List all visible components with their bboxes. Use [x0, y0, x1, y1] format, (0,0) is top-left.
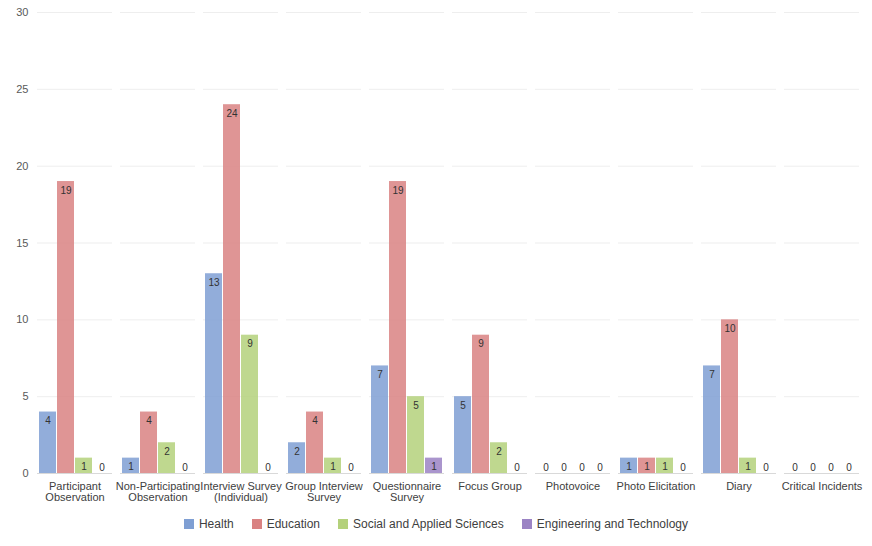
- svg-text:7: 7: [377, 369, 383, 380]
- svg-text:2: 2: [496, 446, 502, 457]
- svg-text:0: 0: [846, 462, 852, 473]
- svg-text:5: 5: [22, 390, 28, 402]
- svg-text:Interview Survey(Individual): Interview Survey(Individual): [200, 480, 282, 503]
- svg-text:5: 5: [413, 400, 419, 411]
- svg-text:Photovoice: Photovoice: [546, 480, 600, 492]
- svg-text:1: 1: [644, 461, 650, 472]
- svg-text:1: 1: [626, 461, 632, 472]
- html-text:Engineering and Technology: Engineering and Technology: [536, 517, 688, 531]
- svg-text:0: 0: [561, 462, 567, 473]
- svg-text:0: 0: [828, 462, 834, 473]
- svg-text:4: 4: [146, 415, 152, 426]
- svg-text:2: 2: [294, 446, 300, 457]
- svg-text:Group InterviewSurvey: Group InterviewSurvey: [285, 480, 363, 503]
- svg-text:1: 1: [330, 461, 336, 472]
- svg-text:Critical Incidents: Critical Incidents: [782, 480, 863, 492]
- html-text:Health: Health: [199, 517, 234, 531]
- svg-text:0: 0: [543, 462, 549, 473]
- svg-text:0: 0: [514, 462, 520, 473]
- svg-text:Focus Group: Focus Group: [458, 480, 522, 492]
- svg-text:9: 9: [478, 338, 484, 349]
- svg-text:19: 19: [392, 185, 404, 196]
- svg-text:0: 0: [348, 462, 354, 473]
- svg-text:15: 15: [16, 237, 28, 249]
- svg-text:30: 30: [16, 6, 28, 18]
- svg-text:Diary: Diary: [726, 480, 752, 492]
- svg-text:0: 0: [182, 462, 188, 473]
- svg-text:0: 0: [680, 462, 686, 473]
- svg-text:1: 1: [745, 461, 751, 472]
- svg-text:13: 13: [208, 277, 220, 288]
- svg-text:0: 0: [763, 462, 769, 473]
- svg-text:0: 0: [22, 467, 28, 479]
- svg-text:7: 7: [709, 369, 715, 380]
- svg-text:24: 24: [226, 108, 238, 119]
- svg-text:1: 1: [662, 461, 668, 472]
- svg-text:Photo Elicitation: Photo Elicitation: [617, 480, 696, 492]
- svg-text:0: 0: [99, 462, 105, 473]
- svg-text:4: 4: [45, 415, 51, 426]
- svg-text:5: 5: [460, 400, 466, 411]
- svg-text:1: 1: [128, 461, 134, 472]
- svg-text:1: 1: [81, 461, 87, 472]
- svg-text:0: 0: [579, 462, 585, 473]
- html-text:Social and Applied Sciences: Social and Applied Sciences: [353, 517, 504, 531]
- svg-text:20: 20: [16, 160, 28, 172]
- svg-text:0: 0: [792, 462, 798, 473]
- svg-text:10: 10: [724, 323, 736, 334]
- html-text:Education: Education: [266, 517, 320, 531]
- svg-text:19: 19: [60, 185, 72, 196]
- svg-text:2: 2: [164, 446, 170, 457]
- svg-text:Non-ParticipatingObservation: Non-ParticipatingObservation: [116, 480, 200, 503]
- svg-text:9: 9: [247, 338, 253, 349]
- svg-text:ParticipantObservation: ParticipantObservation: [45, 480, 104, 503]
- svg-text:QuestionnaireSurvey: QuestionnaireSurvey: [373, 480, 442, 503]
- svg-text:1: 1: [431, 461, 437, 472]
- svg-text:0: 0: [265, 462, 271, 473]
- svg-text:4: 4: [312, 415, 318, 426]
- svg-text:0: 0: [597, 462, 603, 473]
- svg-text:10: 10: [16, 313, 28, 325]
- svg-text:0: 0: [810, 462, 816, 473]
- svg-text:25: 25: [16, 83, 28, 95]
